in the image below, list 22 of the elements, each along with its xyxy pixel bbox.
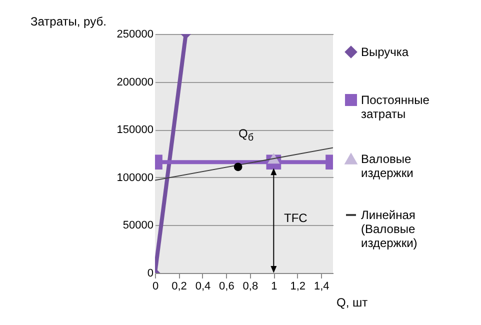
legend-label: Постоянные затраты xyxy=(361,93,430,121)
x-tick-label: 0,2 xyxy=(172,280,187,292)
y-tick-label: 200000 xyxy=(116,76,154,88)
legend-label: Выручка xyxy=(361,45,409,59)
legend-label: Валовые издержки xyxy=(361,152,414,180)
y-axis-title: Затраты, руб. xyxy=(30,14,106,28)
x-tick-label: 0,6 xyxy=(219,280,234,292)
y-tick-label: 100000 xyxy=(116,172,154,184)
y-tick-label: 50000 xyxy=(122,220,154,232)
annotation: Q$_{б}$ xyxy=(238,126,254,144)
x-tick-label: 0,8 xyxy=(242,280,258,292)
point xyxy=(234,162,242,172)
x-axis-title: Q, шт xyxy=(336,296,368,310)
x-tick-label: 1,2 xyxy=(290,280,306,292)
x-tick-label: 1 xyxy=(271,280,278,292)
legend-label: Линейная (Валовые издержки) xyxy=(361,208,418,250)
x-tick-label: 0,4 xyxy=(195,280,211,292)
y-tick-label: 150000 xyxy=(116,124,154,136)
x-tick-label: 1,4 xyxy=(314,280,330,292)
y-tick-label: 250000 xyxy=(116,28,154,40)
annotation: TFC xyxy=(284,210,308,225)
y-tick-label: 0 xyxy=(147,268,154,280)
